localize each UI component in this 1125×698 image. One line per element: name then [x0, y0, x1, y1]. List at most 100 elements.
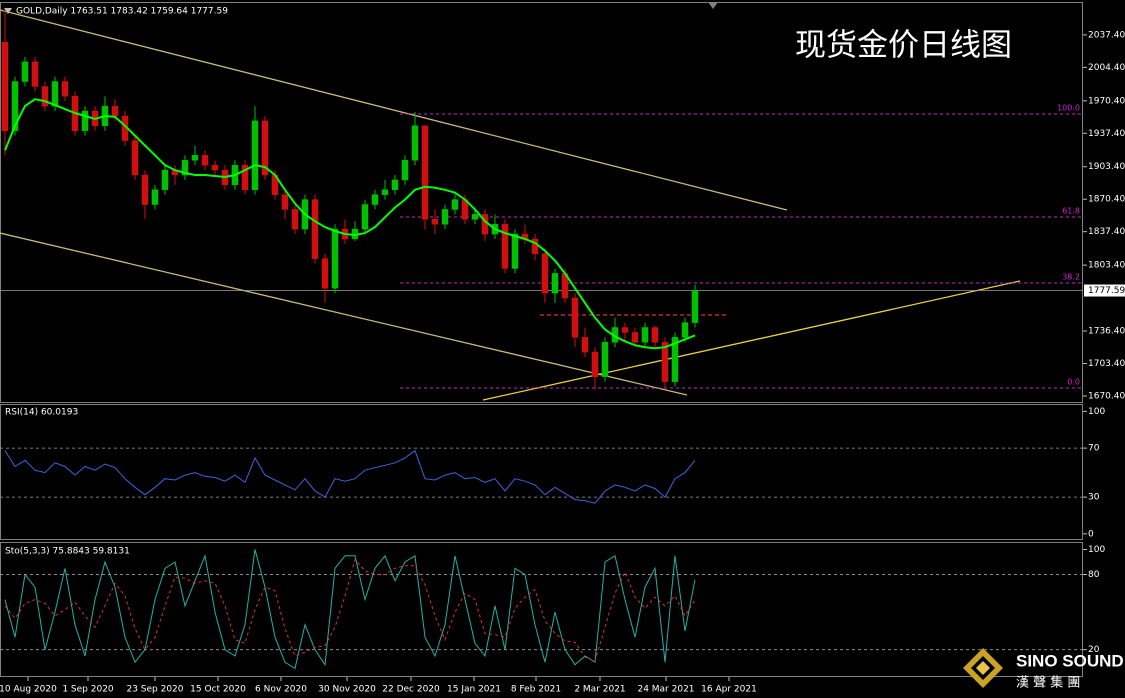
fib-label: 38.2 — [1062, 273, 1080, 282]
candle-body — [181, 159, 189, 176]
x-tick-label: 10 Aug 2020 — [0, 685, 57, 695]
candle-body — [501, 223, 509, 269]
x-tick-label: 15 Oct 2020 — [190, 685, 246, 695]
x-tick-label: 15 Jan 2021 — [447, 685, 501, 695]
y-tick-label: 1736.40 — [1088, 327, 1125, 337]
rsi-frame — [0, 404, 1083, 540]
candle-body — [371, 194, 379, 205]
candle-body — [281, 194, 289, 210]
candle-body — [641, 327, 649, 343]
candle-body — [401, 159, 409, 181]
x-tick-label: 24 Mar 2021 — [637, 685, 694, 695]
candle-body — [691, 290, 699, 323]
y-tick-label: 30 — [1088, 493, 1100, 503]
candle-body — [251, 120, 259, 191]
candle-body — [311, 199, 319, 259]
y-tick-label: 70 — [1088, 444, 1100, 454]
candle-body — [151, 189, 159, 205]
x-tick-label: 2 Mar 2021 — [574, 685, 625, 695]
candle-body — [81, 110, 89, 131]
candle-body — [51, 81, 59, 107]
candle-body — [591, 351, 599, 377]
y-tick-label: 2037.40 — [1088, 30, 1125, 40]
logo-icon-core — [976, 661, 990, 675]
candle-body — [451, 199, 459, 210]
candle-body — [411, 125, 419, 161]
candle-body — [651, 327, 659, 343]
y-tick-label: 1837.40 — [1088, 227, 1125, 237]
candle-body — [581, 337, 589, 353]
main-frame — [0, 2, 1083, 403]
y-tick-label: 20 — [1088, 645, 1100, 655]
candle-body — [61, 81, 69, 97]
trend-line — [0, 9, 788, 211]
last-price-box — [1084, 284, 1125, 297]
stoch-header: Sto(5,3,3) 75.8843 59.8131 — [5, 547, 130, 557]
y-tick-label: 1937.40 — [1088, 129, 1125, 139]
x-tick-label: 16 Apr 2021 — [701, 685, 757, 695]
candle-body — [321, 258, 329, 289]
indicator-line — [4, 558, 696, 662]
x-tick-label: 30 Nov 2020 — [318, 685, 376, 695]
candle-body — [421, 125, 429, 220]
candle-body — [541, 253, 549, 294]
logo: SINO SOUND 漢 聲 集 團 — [963, 648, 1124, 691]
trend-line — [0, 232, 688, 396]
x-tick-label: 23 Sep 2020 — [126, 685, 183, 695]
candle-body — [571, 297, 579, 338]
chart-title: 现货金价日线图 — [795, 28, 1012, 64]
candle-body — [471, 214, 479, 220]
candle-body — [391, 179, 399, 191]
y-tick-label: 80 — [1088, 570, 1100, 580]
x-tick-label: 22 Dec 2020 — [382, 685, 440, 695]
candle-body — [601, 342, 609, 377]
stoch-frame — [0, 542, 1083, 677]
shift-marker — [708, 2, 718, 9]
rsi-header: RSI(14) 60.0193 — [5, 408, 78, 418]
candle-body — [291, 209, 299, 230]
candle-body — [41, 86, 49, 107]
fib-label: 100.0 — [1057, 103, 1080, 112]
candle-body — [1, 41, 9, 131]
y-tick-label: 0 — [1088, 529, 1094, 539]
candle-body — [431, 219, 439, 225]
x-tick-label: 1 Sep 2020 — [62, 685, 114, 695]
candle-body — [511, 233, 519, 269]
candle-body — [191, 155, 199, 161]
y-tick-label: 2004.40 — [1088, 63, 1125, 73]
y-tick-label: 1870.40 — [1088, 195, 1125, 205]
fib-label: 0.0 — [1067, 378, 1080, 387]
logo-name: SINO SOUND — [1016, 651, 1124, 670]
candle-body — [551, 273, 559, 294]
y-tick-label: 100 — [1088, 407, 1105, 417]
candle-body — [671, 337, 679, 382]
x-tick-label: 8 Feb 2021 — [511, 685, 561, 695]
candle-body — [201, 155, 209, 166]
candle-body — [21, 61, 29, 82]
indicator-line — [4, 549, 696, 670]
candle-body — [621, 327, 629, 333]
logo-sub: 漢 聲 集 團 — [1016, 675, 1080, 691]
chart-header: GOLD,Daily 1763.51 1783.42 1759.64 1777.… — [16, 7, 228, 17]
y-tick-label: 1803.40 — [1088, 261, 1125, 271]
candle-body — [241, 164, 249, 191]
candle-body — [211, 164, 219, 171]
fib-label: 61.8 — [1062, 207, 1080, 216]
candle-body — [261, 120, 269, 176]
moving-average — [4, 98, 696, 350]
last-price-label: 1777.59 — [1088, 286, 1125, 296]
symbol-icon — [4, 8, 12, 14]
candle-body — [631, 332, 639, 343]
y-tick-label: 100 — [1088, 545, 1105, 555]
y-tick-label: 1970.40 — [1088, 96, 1125, 106]
candle-body — [31, 61, 39, 87]
trend-line — [482, 280, 1021, 401]
candle-body — [331, 228, 339, 289]
candle-body — [111, 105, 119, 117]
indicator-line — [4, 449, 696, 504]
candle-body — [161, 169, 169, 191]
candle-body — [381, 189, 389, 195]
